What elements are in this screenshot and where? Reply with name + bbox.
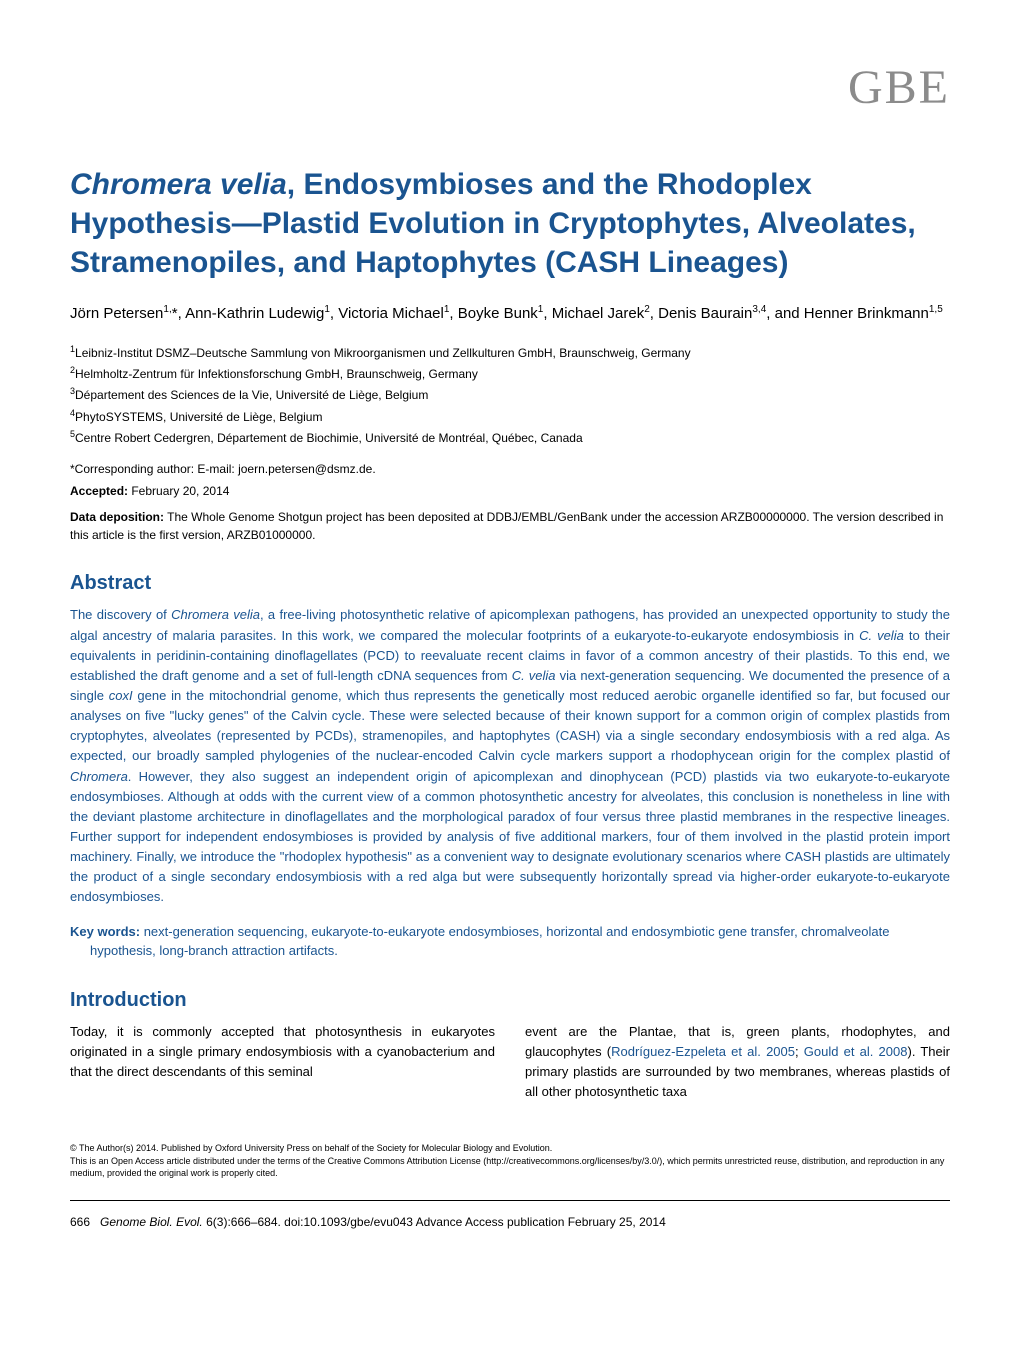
citation-info: 6(3):666–684. doi:10.1093/gbe/evu043 Adv…	[203, 1215, 666, 1229]
accepted-label: Accepted:	[70, 484, 128, 498]
title-species: Chromera velia	[70, 168, 287, 201]
page-footer: 666 Genome Biol. Evol. 6(3):666–684. doi…	[70, 1215, 950, 1229]
intro-ref1: Rodríguez-Ezpeleta et al. 2005	[611, 1044, 795, 1059]
accepted-line: Accepted: February 20, 2014	[70, 484, 950, 498]
keywords-label: Key words:	[70, 924, 140, 939]
keywords-text: next-generation sequencing, eukaryote-to…	[90, 924, 889, 959]
data-deposition: Data deposition: The Whole Genome Shotgu…	[70, 508, 950, 544]
intro-column-left: Today, it is commonly accepted that phot…	[70, 1022, 495, 1103]
introduction-heading: Introduction	[70, 989, 950, 1012]
abstract-heading: Abstract	[70, 572, 950, 595]
intro-col2-semi: ;	[795, 1044, 804, 1059]
keywords: Key words: next-generation sequencing, e…	[70, 922, 950, 961]
affiliations-list: 1Leibniz-Institut DSMZ–Deutsche Sammlung…	[70, 342, 950, 449]
article-title: Chromera velia, Endosymbioses and the Rh…	[70, 165, 950, 282]
data-deposition-label: Data deposition:	[70, 510, 164, 524]
journal-logo: GBE	[70, 60, 950, 115]
abstract-body: The discovery of Chromera velia, a free-…	[70, 605, 950, 907]
journal-name: Genome Biol. Evol.	[100, 1215, 203, 1229]
authors-list: Jörn Petersen1,*, Ann-Kathrin Ludewig1, …	[70, 302, 950, 326]
footer-divider	[70, 1200, 950, 1201]
intro-column-right: event are the Plantae, that is, green pl…	[525, 1022, 950, 1103]
correspondence: *Corresponding author: E-mail: joern.pet…	[70, 462, 950, 476]
copyright-notice: © The Author(s) 2014. Published by Oxfor…	[70, 1142, 950, 1180]
intro-ref2: Gould et al. 2008	[804, 1044, 908, 1059]
page-number: 666	[70, 1215, 90, 1229]
introduction-columns: Today, it is commonly accepted that phot…	[70, 1022, 950, 1103]
data-deposition-text: The Whole Genome Shotgun project has bee…	[70, 510, 943, 542]
accepted-date: February 20, 2014	[128, 484, 229, 498]
